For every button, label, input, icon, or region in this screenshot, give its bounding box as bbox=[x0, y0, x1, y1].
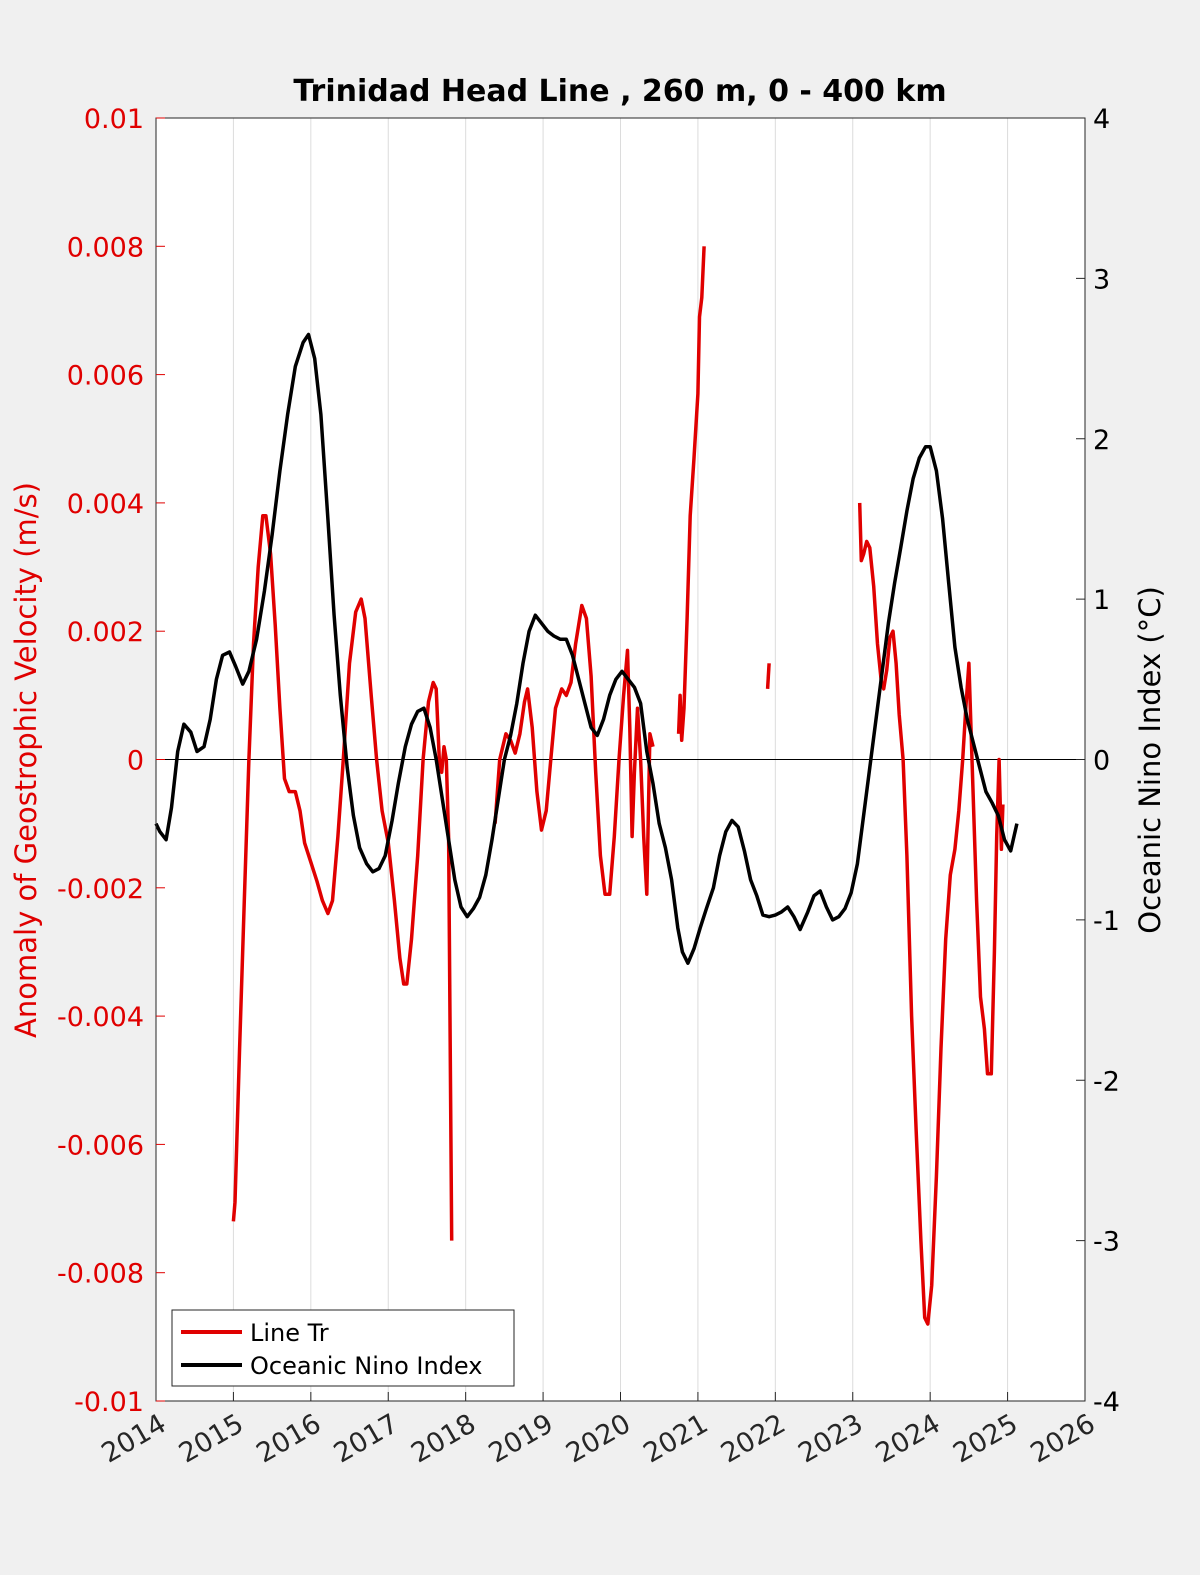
series-line-tr-segment bbox=[493, 603, 655, 896]
y-right-tick-label: 3 bbox=[1093, 264, 1110, 295]
axis-ticks bbox=[155, 117, 1086, 1402]
chart-title: Trinidad Head Line , 260 m, 0 - 400 km bbox=[293, 74, 946, 109]
y-right-tick-label: 1 bbox=[1093, 585, 1110, 616]
y-left-tick-label: 0.01 bbox=[84, 104, 144, 135]
y-right-tick-labels: -4 -3 -2 -1 0 1 2 3 4 bbox=[1093, 104, 1120, 1418]
y-left-tick-label: 0.004 bbox=[67, 489, 144, 520]
y-left-tick-label: 0.008 bbox=[67, 232, 144, 263]
y-right-tick-label: -3 bbox=[1093, 1227, 1120, 1258]
y-left-tick-label: 0.006 bbox=[67, 361, 144, 392]
series-line-tr-segment bbox=[231, 513, 454, 1241]
legend-label-line-tr: Line Tr bbox=[250, 1319, 329, 1347]
series-line-tr-segment bbox=[676, 246, 706, 743]
y-left-tick-label: -0.006 bbox=[57, 1130, 144, 1161]
y-left-tick-labels: -0.01 -0.008 -0.006 -0.004 -0.002 0 0.002 0.004… bbox=[57, 104, 144, 1418]
y-left-tick-label: -0.008 bbox=[57, 1259, 144, 1290]
series-line-tr-segment bbox=[765, 663, 771, 690]
y-right-tick-label: -2 bbox=[1093, 1066, 1120, 1097]
legend-label-oni: Oceanic Nino Index bbox=[250, 1352, 482, 1380]
y-left-tick-label: -0.01 bbox=[74, 1387, 144, 1418]
series-oceanic-nino-index bbox=[154, 332, 1019, 965]
y-left-tick-label: 0.002 bbox=[67, 617, 144, 648]
y-left-tick-label: 0 bbox=[127, 746, 144, 777]
y-right-tick-label: 4 bbox=[1093, 104, 1110, 135]
y-right-tick-label: 0 bbox=[1093, 746, 1110, 777]
y-axis-right-label: Oceanic Nino Index (°C) bbox=[1133, 586, 1167, 934]
legend-box bbox=[171, 1309, 515, 1387]
legend: Line Tr Oceanic Nino Index bbox=[171, 1309, 515, 1387]
y-left-tick-label: -0.004 bbox=[57, 1002, 144, 1033]
y-axis-left-label: Anomaly of Geostrophic Velocity (m/s) bbox=[9, 482, 43, 1038]
y-right-tick-label: -4 bbox=[1093, 1387, 1120, 1418]
y-right-tick-label: -1 bbox=[1093, 906, 1120, 937]
y-right-tick-label: 2 bbox=[1093, 425, 1110, 456]
series-layer bbox=[154, 246, 1019, 1326]
y-left-tick-label: -0.002 bbox=[57, 874, 144, 905]
